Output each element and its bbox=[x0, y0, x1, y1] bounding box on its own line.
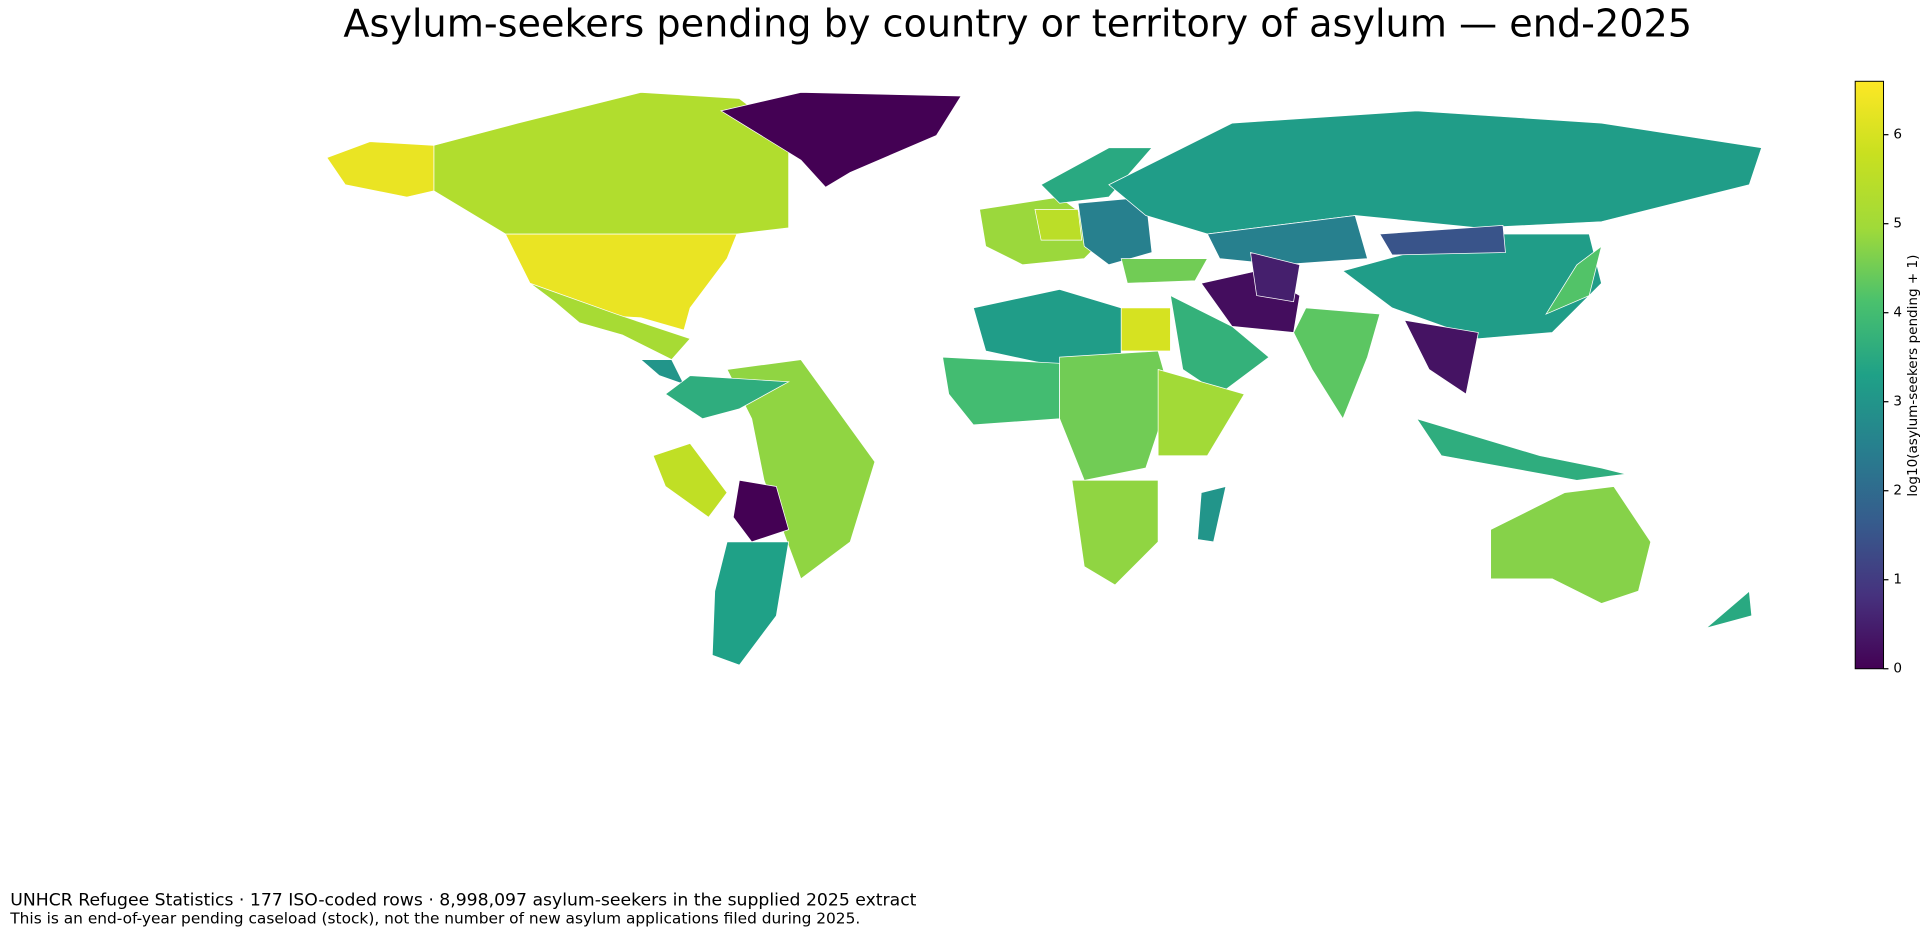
region bbox=[326, 141, 435, 198]
colorbar-tick-label: 2 bbox=[1893, 483, 1902, 499]
colorbar: 0 1 2 3 4 5 6 bbox=[1854, 80, 1902, 677]
region bbox=[1120, 258, 1209, 284]
colorbar-tick-label: 6 bbox=[1893, 127, 1902, 143]
region bbox=[1108, 110, 1763, 235]
region bbox=[433, 91, 790, 235]
colorbar-tick-label: 4 bbox=[1893, 305, 1902, 321]
region bbox=[1490, 486, 1652, 604]
region bbox=[711, 541, 790, 666]
colorbar-tick-label: 3 bbox=[1893, 394, 1902, 410]
region bbox=[1157, 368, 1245, 457]
region bbox=[1120, 307, 1171, 352]
colorbar-tick-label: 0 bbox=[1893, 661, 1902, 677]
region bbox=[1545, 245, 1603, 315]
map-title: Asylum-seekers pending by country or ter… bbox=[343, 2, 1692, 46]
region bbox=[1415, 418, 1627, 481]
colorbar-tick-label: 1 bbox=[1893, 572, 1902, 588]
region bbox=[942, 356, 1060, 426]
colorbar-tick-label: 5 bbox=[1893, 216, 1902, 232]
region bbox=[1197, 485, 1227, 543]
footnote: UNHCR Refugee Statistics · 177 ISO-coded… bbox=[10, 890, 916, 910]
colorbar-label: log10(asylum-seekers pending + 1) bbox=[1905, 255, 1921, 497]
world-map bbox=[326, 91, 1763, 666]
region bbox=[1040, 147, 1153, 204]
region bbox=[719, 91, 962, 188]
region bbox=[732, 479, 790, 543]
region bbox=[1403, 319, 1479, 395]
region bbox=[1169, 294, 1270, 395]
region bbox=[1071, 479, 1159, 586]
region bbox=[1379, 224, 1506, 256]
region bbox=[639, 359, 685, 385]
region bbox=[1250, 251, 1301, 303]
region bbox=[726, 359, 876, 580]
region bbox=[1034, 208, 1083, 241]
region bbox=[1293, 307, 1381, 420]
region bbox=[1705, 590, 1753, 629]
colorbar-gradient bbox=[1854, 80, 1885, 670]
region bbox=[652, 442, 728, 518]
region bbox=[664, 375, 790, 420]
footnote: This is an end-of-year pending caseload … bbox=[9, 909, 860, 927]
region bbox=[1059, 350, 1171, 481]
region bbox=[1206, 215, 1368, 266]
